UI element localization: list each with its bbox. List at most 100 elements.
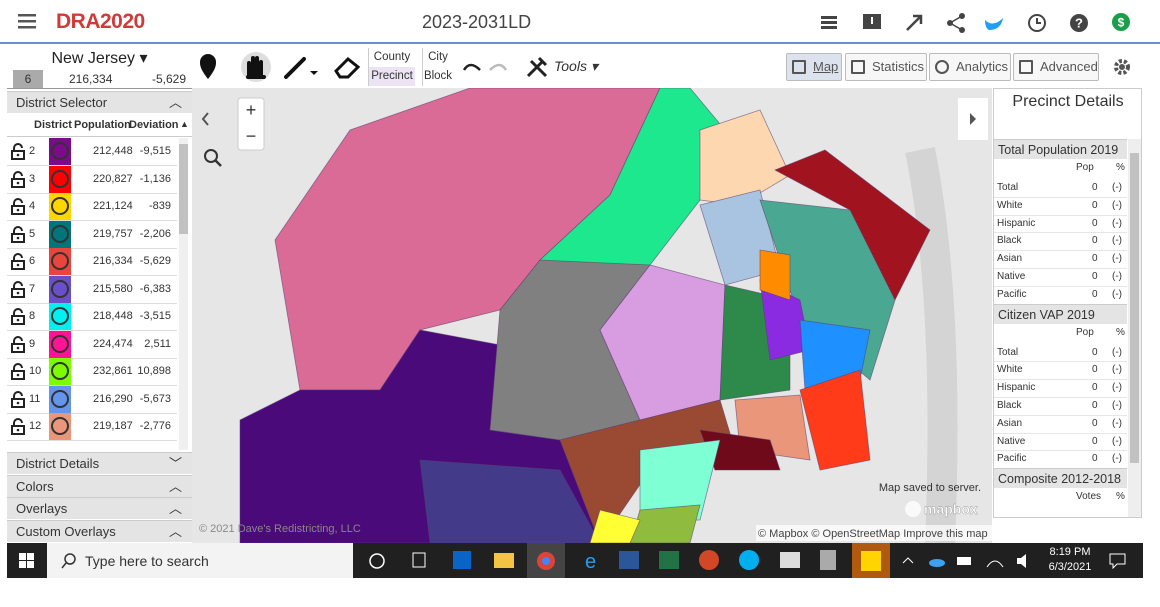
section-title[interactable]: Colors <box>16 478 54 494</box>
help-icon[interactable]: ? <box>1070 14 1088 32</box>
view-tab[interactable]: Statistics <box>845 53 927 81</box>
panel-section[interactable]: Overlays ︿ <box>7 497 192 519</box>
district-area[interactable] <box>419 459 601 543</box>
undo[interactable] <box>462 63 481 71</box>
view-tab[interactable]: Map <box>786 53 842 81</box>
district-color[interactable] <box>49 413 71 440</box>
view-tab[interactable]: Advanced <box>1013 53 1099 81</box>
district-row[interactable]: 6 216,334 -5,629 <box>7 248 177 276</box>
search-box[interactable]: Type here to search <box>47 543 353 578</box>
district-row[interactable]: 12 219,187 -2,776 <box>7 413 177 441</box>
district-area[interactable] <box>639 439 721 521</box>
lock-icon[interactable] <box>11 143 25 160</box>
district-color[interactable] <box>49 358 71 385</box>
brush-menu[interactable] <box>310 71 318 75</box>
precinct-scrollbar[interactable] <box>1128 139 1141 517</box>
district-selector-header[interactable]: District Selector ︿ <box>7 91 192 113</box>
zoom-out[interactable]: − <box>246 126 257 146</box>
tray-arrow[interactable] <box>902 557 914 564</box>
sort-icon[interactable]: ▲ <box>180 119 189 129</box>
eraser-tool[interactable] <box>334 56 361 79</box>
state-selector[interactable]: New Jersey ▾ <box>51 50 148 67</box>
brush-tool[interactable] <box>284 57 306 79</box>
column-header[interactable]: Deviation <box>129 119 179 131</box>
expand-icon[interactable] <box>906 14 923 31</box>
lock-icon[interactable] <box>11 390 25 408</box>
settings-icon[interactable] <box>1112 57 1132 77</box>
section-title[interactable]: Overlays <box>16 501 68 516</box>
district-row[interactable]: 9 224,474 2,511 <box>7 330 177 359</box>
tools-icon[interactable] <box>525 55 549 79</box>
panel-section[interactable]: District Details ﹀ <box>7 452 192 474</box>
history-icon[interactable] <box>1028 14 1046 32</box>
lock-icon[interactable] <box>11 280 25 298</box>
lock-icon[interactable] <box>11 253 25 270</box>
lock-icon[interactable] <box>11 335 25 353</box>
district-area[interactable] <box>539 88 726 266</box>
skype[interactable] <box>739 550 759 570</box>
view-tab[interactable]: Analytics <box>929 53 1011 81</box>
scrollbar[interactable] <box>179 138 188 450</box>
granularity-button[interactable]: County <box>368 48 415 67</box>
district-color[interactable] <box>49 275 71 303</box>
redo[interactable] <box>489 63 508 71</box>
district-color[interactable] <box>49 193 71 220</box>
district-color[interactable] <box>49 165 71 193</box>
district-area[interactable] <box>799 369 871 471</box>
district-row[interactable]: 8 218,448 -3,515 <box>7 303 177 331</box>
scroll-thumb[interactable] <box>179 144 188 234</box>
zoom-search[interactable] <box>204 149 222 167</box>
district-area[interactable] <box>699 109 791 206</box>
outlook[interactable] <box>453 551 471 569</box>
twitter-icon[interactable] <box>985 18 1003 30</box>
notifications[interactable] <box>1109 553 1127 569</box>
panel-section[interactable]: Colors ︿ <box>7 474 192 497</box>
district-color[interactable] <box>49 220 71 248</box>
view-label[interactable]: Advanced <box>1040 59 1098 74</box>
donate-icon[interactable]: $ <box>1112 13 1130 31</box>
zoom-in[interactable]: + <box>246 100 257 120</box>
district-color[interactable] <box>49 330 71 358</box>
mapbox-brand[interactable]: mapbox <box>924 501 978 517</box>
tools-label[interactable]: Tools <box>554 58 587 74</box>
district-row[interactable]: 3 220,827 -1,136 <box>7 165 177 194</box>
logo[interactable]: DRA2020 <box>56 10 145 33</box>
granularity-button[interactable]: Block <box>422 67 453 86</box>
district-area[interactable] <box>759 249 791 301</box>
district-row[interactable]: 2 212,448 -9,515 <box>7 138 177 166</box>
collapse-icon[interactable]: ︿ <box>168 478 182 494</box>
excel[interactable] <box>659 551 679 569</box>
pan-tool[interactable] <box>246 56 266 79</box>
column-header[interactable]: Population <box>74 119 131 131</box>
district-row[interactable]: 11 216,290 -5,673 <box>7 385 177 414</box>
granularity-button[interactable]: City <box>422 48 453 67</box>
state-name[interactable]: New Jersey <box>51 50 136 67</box>
lock-icon[interactable] <box>11 418 25 435</box>
section-title[interactable]: Custom Overlays <box>16 523 116 539</box>
start-button[interactable] <box>19 553 35 569</box>
onedrive[interactable] <box>929 559 945 567</box>
panel-left-arrow[interactable] <box>201 112 209 126</box>
detail-section-title[interactable]: Composite 2012-2018 <box>994 468 1127 489</box>
lock-icon[interactable] <box>11 308 25 325</box>
powerpoint[interactable] <box>699 550 719 570</box>
map[interactable]: + − Map saved to server. mapbox © Mapbox… <box>192 88 992 543</box>
sticky-notes[interactable] <box>861 551 881 571</box>
menu-icon[interactable] <box>18 14 38 30</box>
district-color[interactable] <box>49 303 71 330</box>
column-header[interactable]: District <box>34 119 72 131</box>
district-color[interactable] <box>49 248 71 275</box>
panel-right-arrow[interactable] <box>970 113 976 125</box>
wifi[interactable] <box>986 560 1004 568</box>
granularity-button[interactable]: Precinct <box>368 67 415 86</box>
list-icon[interactable] <box>821 16 837 29</box>
lock-icon[interactable] <box>11 198 25 215</box>
volume[interactable] <box>1017 554 1026 568</box>
feedback-icon[interactable] <box>863 14 881 29</box>
district-area[interactable] <box>629 504 701 543</box>
collapse-icon[interactable]: ︿ <box>168 523 182 539</box>
view-label[interactable]: Map <box>813 59 839 74</box>
view-label[interactable]: Statistics <box>872 59 925 74</box>
panel-section[interactable]: Custom Overlays ︿ <box>7 519 192 542</box>
tools-menu[interactable]: Tools ▾ <box>554 58 598 74</box>
